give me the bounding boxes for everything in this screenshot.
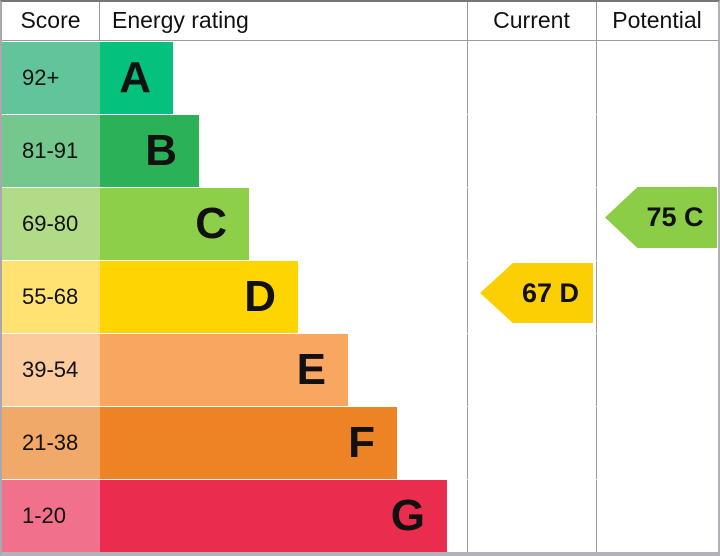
band-row-c: 69-80 C bbox=[2, 187, 718, 260]
score-range-g: 1-20 bbox=[2, 480, 100, 552]
column-divider-current bbox=[466, 2, 468, 552]
band-bar-g: G bbox=[100, 480, 447, 552]
band-row-f: 21-38 F bbox=[2, 406, 718, 479]
header-score: Score bbox=[2, 2, 100, 40]
band-bar-c: C bbox=[100, 188, 249, 260]
potential-rating-arrow: 75 C bbox=[605, 187, 717, 248]
score-range-b: 81-91 bbox=[2, 115, 100, 187]
score-range-d: 55-68 bbox=[2, 261, 100, 333]
band-bar-f: F bbox=[100, 407, 397, 479]
band-row-b: 81-91 B bbox=[2, 114, 718, 187]
header-current: Current bbox=[493, 7, 570, 34]
current-rating-label: 67 D bbox=[521, 277, 580, 308]
band-rows: 92+ A 81-91 B 69-80 C 55-68 D 39-54 E 21… bbox=[2, 42, 718, 552]
table-header: Score Energy rating Current Potential bbox=[2, 2, 718, 41]
band-row-g: 1-20 G bbox=[2, 479, 718, 552]
header-energy-rating: Energy rating bbox=[112, 7, 249, 34]
band-row-a: 92+ A bbox=[2, 42, 718, 114]
header-potential: Potential bbox=[612, 7, 702, 34]
band-bar-a: A bbox=[100, 42, 173, 114]
band-row-e: 39-54 E bbox=[2, 333, 718, 406]
column-divider-potential bbox=[595, 2, 597, 552]
band-bar-e: E bbox=[100, 334, 348, 406]
band-bar-b: B bbox=[100, 115, 199, 187]
score-range-e: 39-54 bbox=[2, 334, 100, 406]
band-row-d: 55-68 D bbox=[2, 260, 718, 333]
potential-rating-label: 75 C bbox=[646, 202, 704, 232]
score-range-f: 21-38 bbox=[2, 407, 100, 479]
score-range-c: 69-80 bbox=[2, 188, 100, 260]
score-range-a: 92+ bbox=[2, 42, 100, 114]
band-bar-d: D bbox=[100, 261, 298, 333]
